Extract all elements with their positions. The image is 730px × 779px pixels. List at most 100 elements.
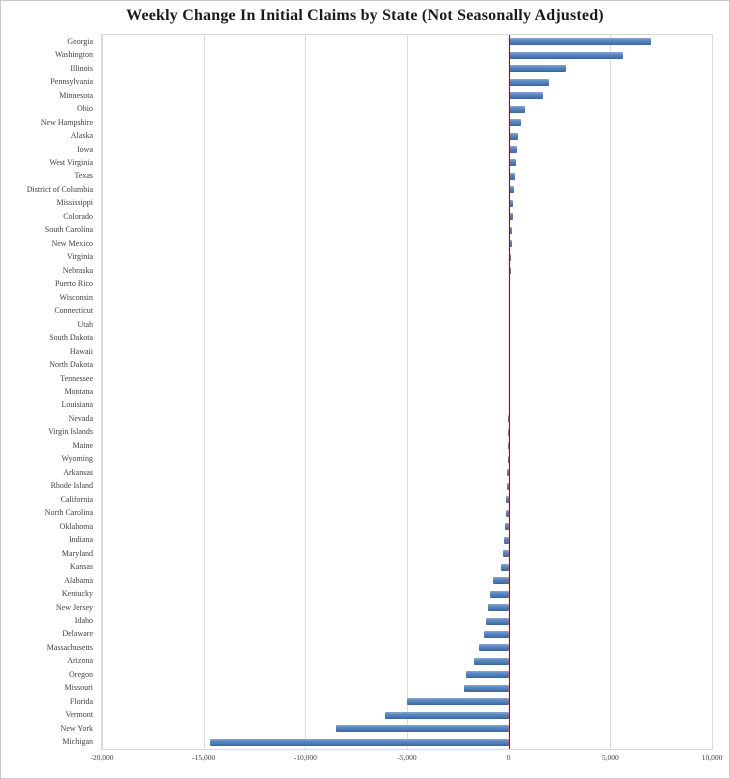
- y-category-label: Tennessee: [60, 373, 93, 383]
- x-tick-label: -15,000: [192, 753, 216, 762]
- y-category-label: Wisconsin: [59, 292, 93, 302]
- gridline: [610, 35, 612, 749]
- bar: [508, 132, 518, 140]
- bar: [508, 38, 651, 46]
- y-category-label: New York: [60, 723, 93, 733]
- y-category-label: South Carolina: [44, 225, 93, 235]
- bar: [488, 604, 509, 612]
- bar: [407, 698, 509, 706]
- y-category-label: Michigan: [62, 737, 93, 747]
- bar: [507, 469, 509, 477]
- y-category-label: Alaska: [70, 131, 93, 141]
- gridline: [305, 35, 307, 749]
- zero-baseline: [508, 35, 510, 749]
- y-category-label: Virginia: [66, 252, 93, 262]
- plot-area: [101, 34, 713, 750]
- gridline: [712, 35, 713, 749]
- y-category-label: Kansas: [69, 562, 93, 572]
- bar: [508, 240, 512, 248]
- y-category-label: Florida: [69, 696, 93, 706]
- y-category-label: West Virginia: [49, 157, 93, 167]
- y-category-label: Utah: [77, 319, 93, 329]
- bar: [335, 725, 509, 733]
- y-category-label: New Mexico: [51, 238, 93, 248]
- y-category-label: Louisiana: [61, 400, 93, 410]
- y-category-label: Wyoming: [61, 454, 93, 464]
- x-tick-label: -20,000: [90, 753, 114, 762]
- y-category-label: California: [60, 494, 93, 504]
- x-tick-label: 10,000: [701, 753, 723, 762]
- y-category-label: Pennsylvania: [50, 77, 93, 87]
- y-category-label: New Jersey: [55, 602, 93, 612]
- y-category-label: Illinois: [70, 63, 93, 73]
- y-category-label: Alabama: [64, 575, 93, 585]
- bar: [508, 199, 514, 207]
- y-category-label: Arizona: [67, 656, 93, 666]
- y-category-label: North Carolina: [44, 508, 93, 518]
- bar: [508, 172, 515, 180]
- bar: [508, 65, 566, 73]
- y-category-label: Colorado: [63, 211, 93, 221]
- y-category-label: Minnesota: [59, 90, 93, 100]
- y-category-label: New Hampshire: [40, 117, 93, 127]
- bar: [504, 523, 509, 531]
- bar: [486, 617, 509, 625]
- bar: [500, 563, 509, 571]
- bar: [490, 590, 509, 598]
- bar: [209, 738, 509, 746]
- y-category-label: Nebraska: [62, 265, 93, 275]
- y-category-label: Oklahoma: [59, 521, 93, 531]
- y-category-label: Oregon: [69, 669, 93, 679]
- bar: [508, 226, 513, 234]
- y-category-label: Delaware: [62, 629, 93, 639]
- bar: [508, 51, 623, 59]
- chart-title: Weekly Change In Initial Claims by State…: [126, 7, 604, 24]
- y-category-label: Vermont: [65, 710, 93, 720]
- y-category-label: District of Columbia: [26, 184, 93, 194]
- bar: [474, 657, 509, 665]
- bar: [508, 159, 516, 167]
- bar: [502, 550, 509, 558]
- bar: [463, 684, 509, 692]
- y-category-label: Iowa: [77, 144, 93, 154]
- bar: [503, 536, 509, 544]
- bar: [484, 630, 509, 638]
- bar: [508, 119, 521, 127]
- y-category-label: Connecticut: [54, 306, 93, 316]
- y-category-label: Idaho: [74, 616, 93, 626]
- bar: [508, 78, 550, 86]
- y-category-label: Kentucky: [61, 589, 93, 599]
- y-category-label: Virgin Islands: [48, 427, 93, 437]
- gridline: [407, 35, 408, 749]
- bar: [384, 711, 509, 719]
- x-tick-label: -10,000: [293, 753, 317, 762]
- y-category-label: Hawaii: [69, 346, 93, 356]
- x-axis-labels: -20,000 -15,000 -10,000 -5,000 0 5,000 10,000: [90, 753, 722, 767]
- bar: [505, 509, 509, 517]
- bar: [508, 186, 514, 194]
- x-tick-label: -5,000: [397, 753, 417, 762]
- bar: [507, 455, 509, 463]
- y-category-label: Washington: [54, 50, 93, 60]
- bar: [493, 577, 509, 585]
- bar: [465, 671, 509, 679]
- y-category-label: South Dakota: [49, 333, 93, 343]
- bar: [479, 644, 509, 652]
- y-category-label: Puerto Rico: [55, 279, 93, 289]
- bar: [508, 267, 511, 275]
- y-category-label: Rhode Island: [50, 481, 93, 491]
- y-category-label: Indiana: [69, 535, 93, 545]
- bar: [506, 496, 509, 504]
- bar: [506, 482, 509, 490]
- y-category-label: Massachusetts: [46, 642, 93, 652]
- x-tick-label: 5,000: [601, 753, 619, 762]
- bar: [508, 146, 517, 153]
- y-category-label: Texas: [74, 171, 93, 181]
- y-category-label: Missouri: [64, 683, 93, 693]
- bar: [508, 92, 544, 100]
- gridline: [102, 35, 103, 749]
- y-category-label: Ohio: [77, 104, 93, 114]
- y-category-label: Mississippi: [56, 198, 93, 208]
- y-axis-labels: Georgia Washington Illinois Pennsylvania Min…: [1, 35, 97, 749]
